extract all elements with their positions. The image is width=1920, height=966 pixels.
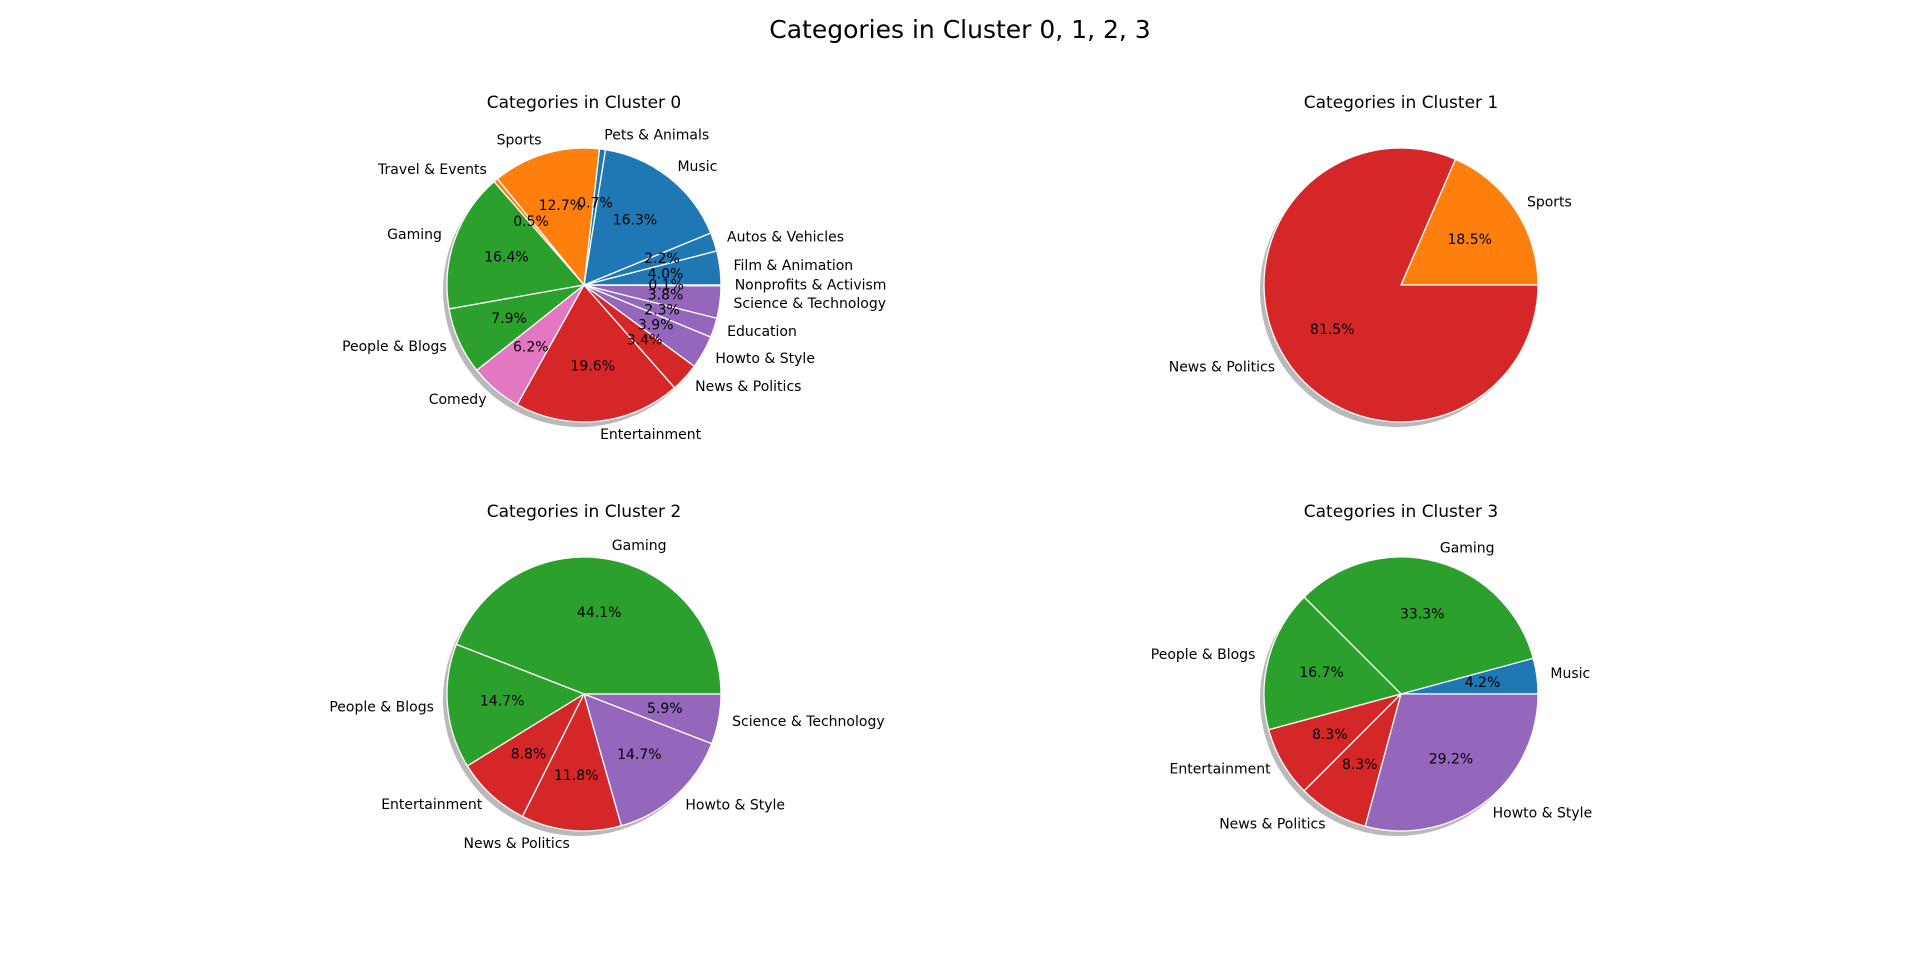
pie-slice: [496, 147, 601, 286]
pie-slice: [521, 693, 623, 832]
slice-category-label: People & Blogs: [342, 339, 447, 355]
slice-category-label: Entertainment: [381, 797, 483, 813]
slice-percent-label: 8.3%: [1312, 727, 1348, 743]
chart-title: Categories in Cluster 3: [1304, 502, 1499, 522]
slice-percent-label: 44.1%: [577, 605, 621, 621]
pie-chart-cluster-0: Categories in Cluster 0 Film & Animation 4…: [342, 93, 886, 443]
slice-percent-label: 16.4%: [484, 250, 528, 266]
slice-percent-label: 2.2%: [644, 251, 680, 267]
slice-percent-label: 4.0%: [648, 267, 684, 283]
slice-category-label: Gaming: [387, 227, 442, 243]
chart-title: Categories in Cluster 2: [487, 502, 682, 522]
slice-category-label: Pets & Animals: [604, 128, 709, 144]
slice-percent-label: 29.2%: [1429, 751, 1473, 767]
pie-slice: [583, 149, 712, 286]
pie-slice: [455, 556, 722, 695]
figure-title: Categories in Cluster 0, 1, 2, 3: [769, 15, 1150, 44]
slice-percent-label: 0.7%: [577, 196, 613, 212]
slice-category-label: Education: [727, 324, 797, 340]
slice-percent-label: 33.3%: [1400, 607, 1444, 623]
slice-category-label: Sports: [497, 132, 542, 148]
slice-percent-label: 18.5%: [1447, 232, 1491, 248]
slice-percent-label: 14.7%: [617, 747, 661, 763]
slice-category-label: News & Politics: [464, 836, 570, 852]
slice-category-label: People & Blogs: [1151, 647, 1256, 663]
slice-category-label: People & Blogs: [329, 700, 434, 716]
pie-slice: [446, 643, 585, 767]
slice-category-label: Sports: [1527, 194, 1572, 210]
slice-category-label: Gaming: [612, 538, 667, 554]
slice-percent-label: 12.7%: [539, 198, 583, 214]
slice-category-label: Film & Animation: [734, 258, 854, 274]
slice-category-label: Howto & Style: [715, 351, 815, 367]
slice-percent-label: 14.7%: [480, 693, 524, 709]
slice-percent-label: 81.5%: [1310, 322, 1354, 338]
slice-category-label: Entertainment: [1170, 761, 1272, 777]
pie-slice: [1400, 158, 1539, 286]
pie-chart-cluster-3: Categories in Cluster 3 Music 4.2% Gaming 33…: [1151, 502, 1593, 837]
pie-slice: [446, 181, 585, 310]
slice-category-label: News & Politics: [1169, 360, 1275, 376]
slice-percent-label: 11.8%: [554, 768, 598, 784]
pie-slice: [583, 284, 722, 287]
slice-percent-label: 4.2%: [1465, 675, 1501, 691]
slice-percent-label: 19.6%: [571, 359, 615, 375]
pie-slice: [583, 693, 713, 827]
slice-percent-label: 6.2%: [513, 340, 549, 356]
slice-category-label: Science & Technology: [732, 714, 885, 730]
slice-percent-label: 16.7%: [1299, 665, 1343, 681]
slice-percent-label: 7.9%: [491, 311, 527, 327]
pie-slice: [1263, 147, 1539, 423]
slice-percent-label: 3.9%: [638, 317, 674, 333]
pie-chart-cluster-2: Categories in Cluster 2 Gaming 44.1% People…: [329, 502, 884, 852]
slice-percent-label: 3.4%: [627, 333, 663, 349]
slice-percent-label: 8.8%: [511, 747, 547, 763]
slice-category-label: Gaming: [1440, 540, 1495, 556]
pie-slice: [516, 284, 676, 423]
pie-chart-cluster-1: Categories in Cluster 1 Sports 18.5% News &…: [1169, 93, 1572, 428]
slice-percent-label: 5.9%: [647, 701, 683, 717]
slice-category-label: Autos & Vehicles: [727, 230, 844, 246]
slice-category-label: News & Politics: [1219, 816, 1325, 832]
slice-percent-label: 3.8%: [648, 287, 684, 303]
pie-slice: [1263, 596, 1402, 731]
slice-percent-label: 16.3%: [613, 213, 657, 229]
slice-category-label: Comedy: [429, 392, 487, 408]
slice-category-label: Howto & Style: [1493, 806, 1593, 822]
slice-percent-label: 0.1%: [648, 277, 684, 293]
slice-category-label: Music: [1550, 666, 1590, 682]
slice-category-label: Nonprofits & Activism: [735, 277, 887, 293]
pie-slice: [1303, 556, 1534, 695]
slice-category-label: Science & Technology: [734, 296, 887, 312]
slice-category-label: Music: [677, 159, 717, 175]
slice-category-label: Howto & Style: [685, 797, 785, 813]
slice-percent-label: 8.3%: [1342, 757, 1378, 773]
pie-slice: [583, 693, 722, 745]
pie-slice: [1364, 693, 1539, 832]
slice-category-label: News & Politics: [695, 379, 801, 395]
slice-category-label: Travel & Events: [377, 162, 487, 178]
slice-category-label: Entertainment: [600, 427, 702, 443]
chart-title: Categories in Cluster 1: [1304, 93, 1499, 113]
slice-percent-label: 0.5%: [513, 214, 549, 230]
chart-title: Categories in Cluster 0: [487, 93, 682, 113]
slice-percent-label: 2.3%: [644, 303, 680, 319]
